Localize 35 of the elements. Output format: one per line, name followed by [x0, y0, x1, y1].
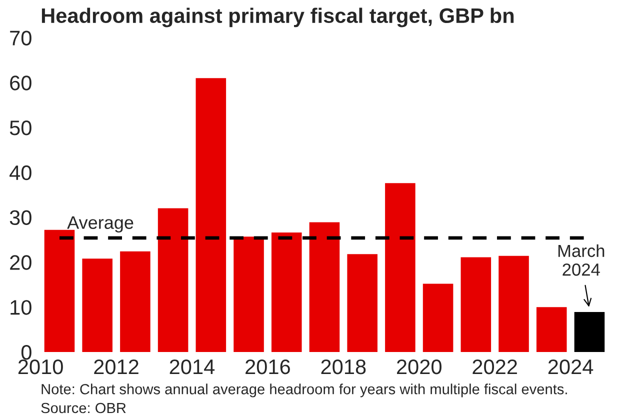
text: Note: Chart shows annual average headroom for years with multiple fiscal events.	[42, 384, 567, 398]
y-tick-label: 40	[10, 165, 32, 180]
x-tick-label: 2010	[18, 359, 63, 374]
bar	[574, 312, 605, 352]
x-tick-label: 2018	[321, 359, 366, 374]
bar	[536, 307, 567, 352]
y-tick-label: 10	[10, 300, 32, 315]
ref-line-label: Average	[67, 216, 134, 233]
x-tick-label: 2024	[548, 359, 594, 374]
bar	[460, 257, 492, 352]
x-tick-label: 2012	[94, 359, 138, 374]
x-tick-label: 2016	[246, 359, 290, 374]
bar	[196, 78, 226, 352]
x-tick-label: 2020	[397, 359, 442, 374]
y-tick-label: 70	[10, 30, 32, 46]
y-tick-label: 20	[10, 255, 32, 270]
bar	[120, 251, 150, 352]
annotation: March 2024	[558, 244, 604, 276]
bar	[498, 256, 529, 352]
bar	[347, 254, 378, 352]
chart-title: Headroom against primary fiscal target, GBP bn	[42, 8, 514, 28]
bar	[309, 222, 340, 352]
bar	[385, 183, 416, 352]
x-tick-label: 2022	[472, 359, 517, 374]
y-tick-label: 60	[10, 76, 32, 90]
bar	[82, 258, 112, 352]
y-tick-label: 50	[10, 120, 32, 136]
source-note: Source: OBR	[41, 402, 126, 414]
bar	[422, 284, 454, 352]
y-tick-label: 0	[21, 344, 32, 360]
x-tick-label: 2014	[170, 359, 215, 374]
bar	[234, 236, 264, 352]
bar	[158, 208, 188, 352]
y-tick-label: 30	[10, 210, 32, 226]
bar	[271, 232, 302, 352]
